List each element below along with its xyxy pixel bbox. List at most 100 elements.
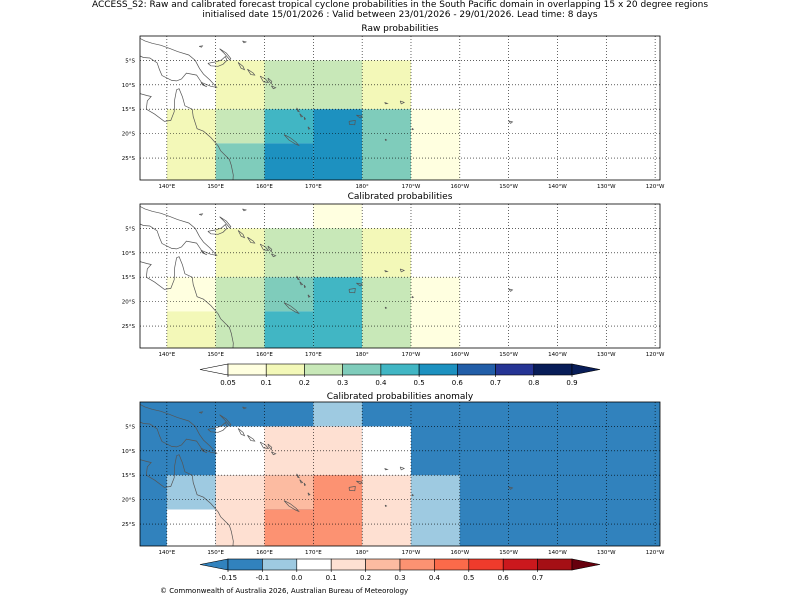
coastline <box>296 275 301 281</box>
coastline <box>140 404 218 454</box>
probability-cell <box>166 509 216 546</box>
coastline <box>307 294 311 298</box>
colorbar-segment <box>537 558 573 571</box>
coastline <box>356 480 363 485</box>
coastline <box>237 62 246 71</box>
probability-cell <box>264 277 314 312</box>
probability-cell <box>362 109 411 180</box>
coastline <box>303 482 307 487</box>
coastline <box>384 306 388 309</box>
coastline <box>411 128 415 131</box>
colorbar-tick-label: 0.6 <box>498 574 510 582</box>
longitude-tick-label: 140°E <box>158 352 175 358</box>
longitude-tick-label: 160°W <box>450 550 469 556</box>
coastline <box>299 281 304 286</box>
latitude-tick-label: 5°S <box>125 424 135 430</box>
colorbar-tick-label: 0.0 <box>291 574 302 582</box>
probability-cell <box>264 311 314 348</box>
coastline <box>267 245 273 253</box>
coastline <box>384 270 389 273</box>
longitude-tick-label: 160°W <box>450 352 469 358</box>
coastline <box>219 48 232 61</box>
coastline <box>384 504 388 507</box>
coastline <box>267 443 273 451</box>
panel-title-calibrated: Calibrated probabilities <box>347 192 453 202</box>
colorbar-tick-label: 0.2 <box>299 379 310 387</box>
colorbar-tick-label: 0.5 <box>414 379 425 387</box>
coastline <box>411 296 415 299</box>
longitude-tick-label: 140°W <box>548 550 567 556</box>
coastline <box>384 102 389 105</box>
longitude-tick-label: 160°W <box>450 184 469 190</box>
probability-cell <box>313 109 363 180</box>
latitude-tick-label: 15°S <box>122 473 136 479</box>
probability-cell <box>166 109 216 180</box>
longitude-tick-label: 150°W <box>499 550 518 556</box>
probability-cell <box>215 143 265 180</box>
coastline <box>267 77 273 85</box>
coastline <box>198 45 204 48</box>
colorbar-tick-label: 0.5 <box>463 574 474 582</box>
coastline <box>259 441 270 449</box>
coastline <box>307 492 311 496</box>
figure-title-line-1: ACCESS_S2: Raw and calibrated forecast t… <box>91 0 709 10</box>
colorbar-segment <box>227 558 263 571</box>
colorbar-segment <box>399 558 435 571</box>
longitude-tick-label: 120°W <box>646 184 665 190</box>
colorbar-tick-label: 0.4 <box>429 574 441 582</box>
colorbar-segment <box>365 558 401 571</box>
probability-cell <box>362 475 411 546</box>
coastline <box>271 253 277 258</box>
probability-cell <box>410 109 460 180</box>
longitude-tick-label: 150°E <box>207 184 224 190</box>
longitude-tick-label: 170°W <box>402 352 421 358</box>
colorbar-over-triangle <box>571 363 601 376</box>
colorbar-over-triangle <box>571 558 601 571</box>
map-frame <box>139 401 661 547</box>
coastline <box>296 473 301 479</box>
longitude-tick-label: 140°E <box>158 550 175 556</box>
longitude-tick-label: 170°E <box>305 184 322 190</box>
colorbar-segment <box>468 558 504 571</box>
probability-cell <box>215 277 265 348</box>
figure-title-line-2: initialised date 15/01/2026 : Valid betw… <box>202 10 598 20</box>
coastline <box>283 302 300 315</box>
latitude-tick-label: 20°S <box>122 132 136 138</box>
coastline <box>242 208 248 212</box>
longitude-tick-label: 150°W <box>499 184 518 190</box>
coastline <box>307 126 311 130</box>
coastline <box>296 107 301 113</box>
colorbar-segment <box>502 558 538 571</box>
probability-cell <box>313 277 363 348</box>
coastline <box>271 85 277 90</box>
coastline <box>198 411 204 414</box>
colorbar-tick-label: 0.2 <box>360 574 371 582</box>
coastline <box>299 113 304 118</box>
coastline <box>384 468 389 471</box>
coastline <box>399 466 406 471</box>
coastline <box>271 451 277 456</box>
coastline <box>303 116 307 121</box>
probability-cell <box>264 143 314 180</box>
latitude-tick-label: 10°S <box>122 83 136 89</box>
latitude-tick-label: 5°S <box>125 226 135 232</box>
coastline <box>207 55 228 67</box>
colorbar-under-triangle <box>199 558 229 571</box>
longitude-tick-label: 170°W <box>402 550 421 556</box>
longitude-tick-label: 130°W <box>597 184 616 190</box>
panel-title-raw: Raw probabilities <box>361 24 439 34</box>
colorbar-tick-label: 0.4 <box>375 379 387 387</box>
colorbar-tick-label: 0.7 <box>532 574 543 582</box>
coastline <box>299 479 304 484</box>
latitude-tick-label: 25°S <box>122 156 136 162</box>
latitude-tick-label: 5°S <box>125 58 135 64</box>
coastline <box>247 236 256 244</box>
probability-cell <box>215 228 265 278</box>
probability-cell <box>215 109 265 144</box>
probability-cell <box>313 204 363 229</box>
coastline <box>242 40 248 44</box>
